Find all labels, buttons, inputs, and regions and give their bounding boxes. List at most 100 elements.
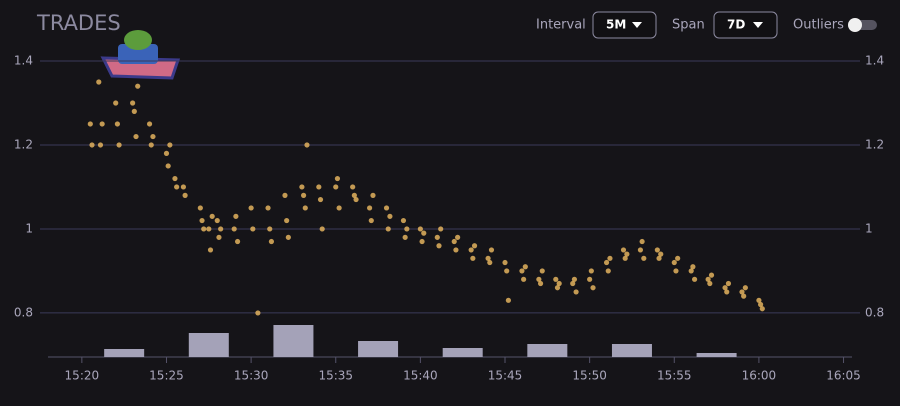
trade-point <box>300 192 307 198</box>
toggle-knob[interactable] <box>848 18 862 32</box>
trade-point <box>367 205 373 211</box>
y-tick-label-right: 1 <box>865 221 873 235</box>
trade-point <box>209 213 215 219</box>
trade-point <box>167 142 173 148</box>
y-tick-label-right: 1.2 <box>865 137 884 151</box>
trade-point <box>302 205 308 211</box>
volume-bar <box>696 353 737 357</box>
trade-point <box>199 217 205 224</box>
trade-point <box>590 285 596 291</box>
dropdown-arrow <box>753 22 763 28</box>
x-tick-label: 16:05 <box>826 369 861 383</box>
trade-point <box>113 100 119 106</box>
trade-point <box>421 230 427 236</box>
trade-point <box>688 268 694 274</box>
trade-point <box>742 285 748 291</box>
x-tick-label: 15:20 <box>65 369 100 383</box>
trade-point <box>453 247 459 253</box>
trade-point <box>207 247 214 253</box>
trade-point <box>537 280 544 287</box>
trade-point <box>451 238 457 245</box>
trade-point <box>671 259 677 266</box>
trade-point <box>96 79 102 85</box>
trade-point <box>722 285 728 291</box>
y-tick-label: 1.4 <box>14 53 33 67</box>
trade-point <box>131 108 137 114</box>
trade-point <box>316 184 322 190</box>
trade-point <box>334 175 341 182</box>
trade-point <box>214 217 220 224</box>
trade-point <box>725 280 732 287</box>
trade-point <box>304 142 310 148</box>
y-tick-label-right: 1.4 <box>865 53 884 67</box>
trade-point <box>116 142 122 148</box>
trade-point <box>536 276 542 282</box>
trade-point <box>255 310 261 316</box>
trade-point <box>502 259 508 266</box>
trade-point <box>521 276 527 282</box>
trade-point <box>350 184 356 190</box>
trade-point <box>265 205 271 211</box>
trade-point <box>438 226 444 232</box>
x-tick-label: 16:00 <box>742 369 777 383</box>
trade-point <box>739 289 745 295</box>
trade-point <box>172 175 178 182</box>
y-tick-label: 0.8 <box>14 305 33 319</box>
interval-value[interactable]: 5M <box>606 18 626 32</box>
trade-point <box>588 268 594 274</box>
trade-point <box>603 259 610 266</box>
trade-point <box>368 217 374 224</box>
trade-point <box>87 121 93 127</box>
trade-point <box>163 150 170 156</box>
trade-point <box>570 280 576 287</box>
trade-point <box>174 184 180 190</box>
trade-point <box>165 163 171 169</box>
trade-point <box>519 268 525 274</box>
y-tick-label: 1 <box>25 221 33 235</box>
y-tick-label: 1.2 <box>14 137 33 151</box>
y-tick-label-right: 0.8 <box>865 305 884 319</box>
trade-point <box>505 297 511 303</box>
trade-point <box>114 121 120 127</box>
title: TRADES <box>36 11 121 35</box>
mascot <box>100 30 181 80</box>
trade-point <box>641 255 647 261</box>
span-label: Span <box>672 18 705 33</box>
trade-point <box>351 192 357 198</box>
volume-bar <box>273 325 314 357</box>
trade-point <box>504 268 510 274</box>
trade-point <box>89 142 95 148</box>
x-tick-label: 15:25 <box>149 369 184 383</box>
trade-point <box>285 234 291 240</box>
span-value[interactable]: 7D <box>727 18 745 32</box>
volume-bar <box>527 344 568 357</box>
trade-point <box>539 268 545 274</box>
trade-point <box>387 213 393 219</box>
trade-point <box>130 100 136 106</box>
x-tick-label: 15:55 <box>657 369 692 383</box>
trade-point <box>353 196 359 203</box>
trade-point <box>206 226 212 232</box>
trade-point <box>553 276 559 282</box>
trade-point <box>284 217 290 224</box>
trade-point <box>231 226 237 232</box>
trade-point <box>470 255 476 261</box>
trade-point <box>299 184 305 190</box>
trade-point <box>267 226 273 232</box>
trade-point <box>148 142 154 148</box>
x-tick-label: 15:50 <box>572 369 607 383</box>
span-select[interactable] <box>713 11 778 39</box>
trade-point <box>556 280 562 287</box>
x-tick-label: 15:40 <box>403 369 438 383</box>
trade-point <box>554 285 561 291</box>
trade-point <box>218 226 224 232</box>
trade-point <box>268 238 275 245</box>
trade-point <box>756 297 762 303</box>
volume-bar <box>188 333 229 357</box>
trade-point <box>468 247 474 253</box>
trade-point <box>487 259 493 266</box>
interval-select[interactable] <box>592 11 657 39</box>
trade-point <box>333 184 339 190</box>
trade-point <box>385 226 391 232</box>
trade-point <box>197 205 203 211</box>
